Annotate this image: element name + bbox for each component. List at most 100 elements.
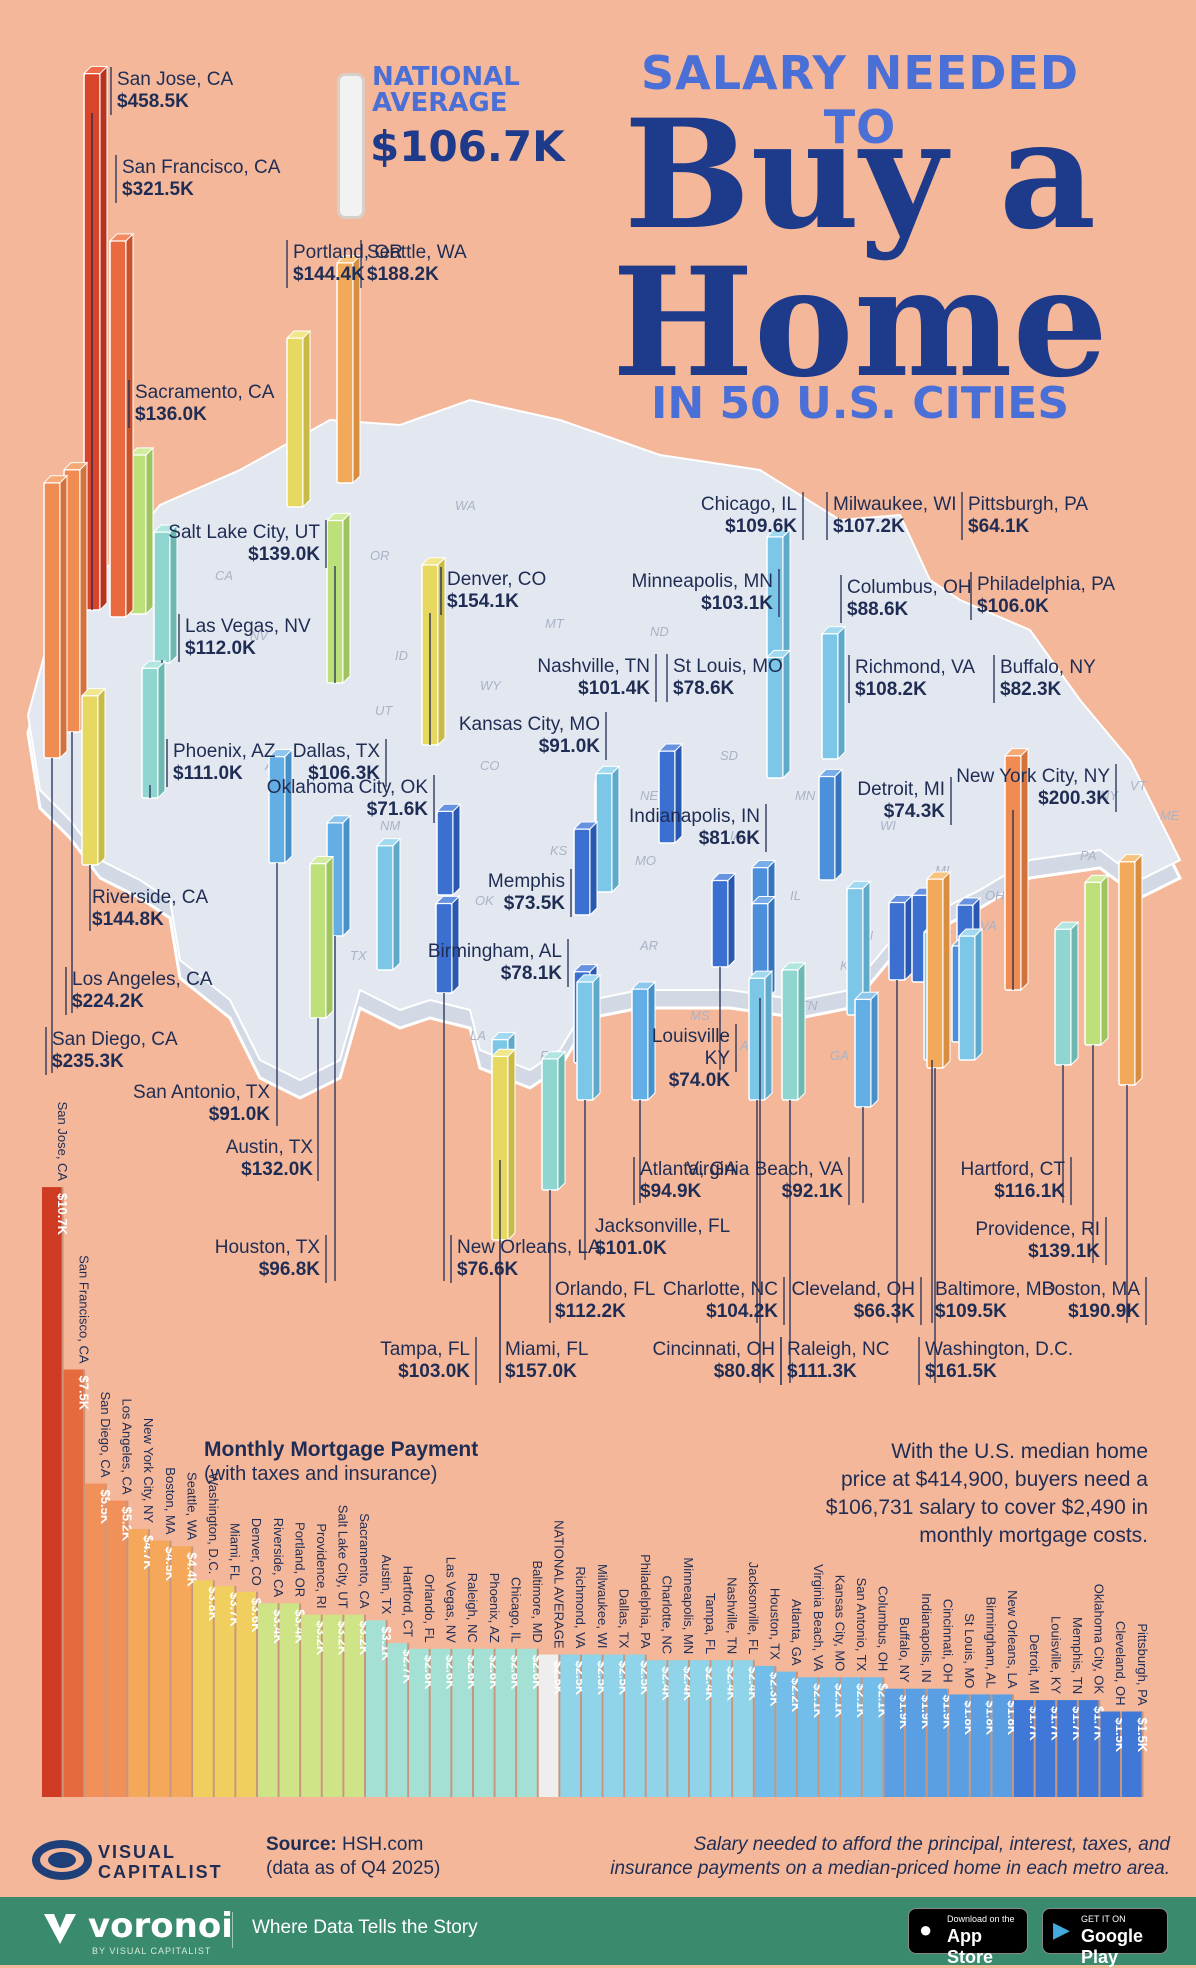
mortgage-city-label: Riverside, CA: [271, 1518, 286, 1598]
source: Source: HSH.com (data as of Q4 2025): [266, 1833, 440, 1881]
salary-bars: [42, 65, 1144, 1242]
salary-value: $78.1K: [501, 963, 563, 984]
national-average-bar: [337, 73, 365, 219]
salary-bar-top: [820, 626, 847, 635]
app-store-button[interactable]: ● Download on the App Store: [908, 1908, 1028, 1967]
salary-bar-top: [435, 803, 462, 812]
city-name: Richmond, VA: [855, 657, 975, 678]
mortgage-bar: [430, 1648, 451, 1797]
mortgage-bar: [452, 1648, 472, 1797]
salary-value: $78.6K: [673, 678, 735, 699]
mortgage-city-label: Kansas City, MO: [832, 1575, 847, 1672]
salary-value: $73.5K: [504, 893, 566, 914]
mortgage-bar-edge: [493, 1648, 496, 1797]
footnote-line-1: Salary needed to afford the principal, i…: [693, 1834, 1170, 1855]
salary-bar-front: [1084, 881, 1102, 1046]
title-line-2: Buy a: [623, 87, 1097, 263]
mortgage-bar-edge: [191, 1546, 194, 1797]
salary-bar-side: [342, 814, 351, 938]
salary-bar: [925, 870, 952, 1070]
salary-bar: [1117, 853, 1144, 1087]
salary-bar-top: [765, 649, 792, 658]
google-play-button[interactable]: ▶ GET IT ON Google Play: [1042, 1908, 1168, 1967]
city-name: Phoenix, AZ: [173, 741, 276, 762]
salary-bar-front: [711, 879, 729, 968]
salary-bar-top: [575, 974, 602, 983]
national-average-value: $106.7K: [370, 122, 565, 171]
salary-value: $103.0K: [398, 1361, 470, 1382]
salary-value: $136.0K: [135, 404, 207, 425]
city-name: Minneapolis, MN: [632, 571, 774, 592]
state-label: ME: [1160, 808, 1180, 823]
mortgage-bar-edge: [666, 1660, 669, 1797]
salary-bar-side: [592, 973, 601, 1102]
vc-text-1: VISUAL: [98, 1842, 177, 1862]
mortgage-bar-edge: [104, 1483, 107, 1797]
city-name: San Jose, CA: [117, 69, 233, 90]
city-name: Pittsburgh, PA: [968, 494, 1088, 515]
salary-bar-side: [1070, 920, 1079, 1067]
mortgage-bar: [538, 1654, 559, 1797]
mortgage-bar: [279, 1603, 300, 1797]
mortgage-bar-edge: [472, 1648, 474, 1797]
salary-bar-side: [169, 523, 178, 665]
salary-bar-front: [781, 969, 799, 1101]
state-label: IL: [790, 888, 801, 903]
salary-bar-side: [1134, 853, 1143, 1087]
city-name: Orlando, FL: [555, 1279, 655, 1300]
city-name: Kansas City, MO: [459, 714, 600, 735]
mortgage-bar: [733, 1660, 753, 1797]
state-label: VA: [980, 918, 997, 933]
salary-bar: [434, 895, 461, 995]
mortgage-city-label: Charlotte, NC: [660, 1575, 675, 1654]
salary-bar-front: [958, 935, 976, 1061]
city-name: Houston, TX: [215, 1237, 321, 1258]
mortgage-city-label: Dallas, TX: [616, 1589, 631, 1649]
salary-bar: [853, 991, 880, 1109]
mortgage-city-label: Detroit, MI: [1027, 1634, 1042, 1694]
city-name: Los Angeles, CA: [72, 969, 213, 990]
salary-bar-top: [108, 233, 135, 242]
salary-bar-front: [1118, 860, 1136, 1086]
salary-value: $94.9K: [640, 1181, 702, 1202]
salary-bar-front: [309, 862, 327, 1019]
mortgage-bar-edge: [450, 1648, 453, 1797]
state-label: MS: [690, 1008, 710, 1023]
mortgage-city-label: Jacksonville, FL: [746, 1562, 761, 1654]
mortgage-city-label: Washington, D.C.: [206, 1473, 221, 1574]
salary-bar-top: [1003, 748, 1030, 757]
salary-value: $139.0K: [248, 544, 320, 565]
visual-capitalist-logo: VISUAL CAPITALIST: [30, 1838, 221, 1887]
salary-bar-side: [611, 765, 620, 894]
mortgage-bar-edge: [580, 1654, 582, 1797]
salary-value: $74.0K: [669, 1070, 731, 1091]
state-label: MT: [545, 616, 565, 631]
mortgage-bar-edge: [83, 1369, 86, 1797]
mortgage-bar: [668, 1660, 688, 1797]
city-name: Memphis: [488, 871, 565, 892]
mortgage-bar-edge: [817, 1677, 820, 1797]
salary-value: $91.0K: [539, 736, 601, 757]
salary-value: $80.8K: [714, 1361, 776, 1382]
salary-bar-top: [1083, 874, 1110, 883]
salary-bar: [820, 625, 847, 761]
city-name: Birmingham, AL: [428, 941, 562, 962]
salary-bar-front: [541, 1057, 559, 1191]
mortgage-subtitle: (with taxes and insurance): [204, 1463, 438, 1485]
mortgage-bar-edge: [342, 1614, 345, 1797]
salary-value: $154.1K: [447, 591, 519, 612]
city-name: New Orleans, LA: [457, 1237, 601, 1258]
mortgage-city-label: Houston, TX: [768, 1588, 783, 1660]
salary-bar: [285, 329, 312, 509]
source-value: HSH.com: [342, 1834, 424, 1855]
salary-bar-top: [853, 991, 880, 1000]
city-name: Columbus, OH: [847, 577, 972, 598]
mortgage-bar: [776, 1671, 796, 1797]
mortgage-city-label: Baltimore, MD: [530, 1560, 545, 1642]
info-line-1: With the U.S. median home: [891, 1440, 1148, 1463]
mortgage-city-label: Sacramento, CA: [357, 1513, 372, 1609]
state-label: WI: [880, 818, 896, 833]
mortgage-bar-edge: [536, 1648, 539, 1797]
salary-bar-top: [955, 897, 982, 906]
salary-value: $132.0K: [241, 1159, 313, 1180]
